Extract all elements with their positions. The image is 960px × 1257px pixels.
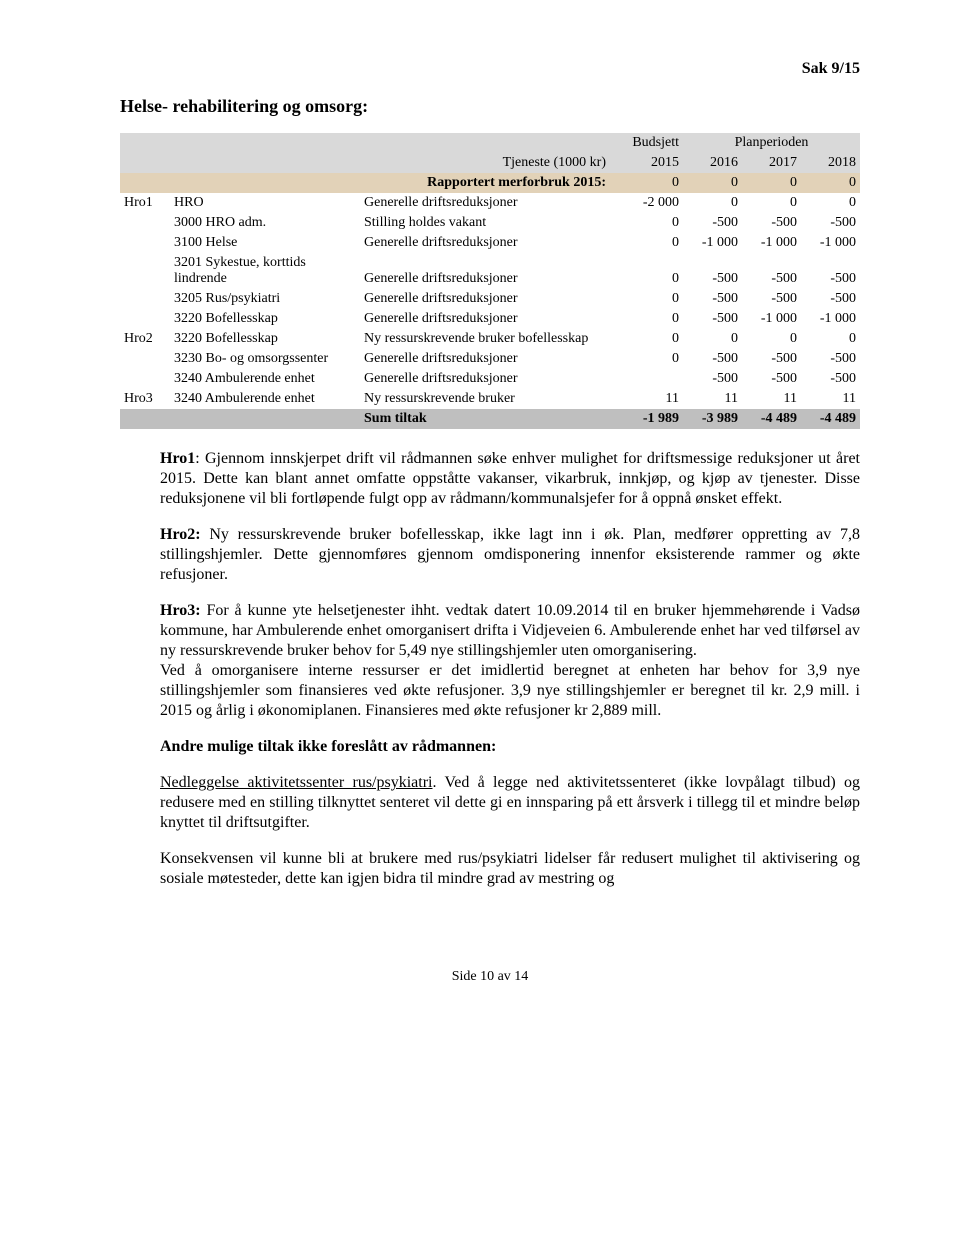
- table-cell: Hro1: [120, 193, 170, 213]
- table-cell: Generelle driftsreduksjoner: [360, 349, 610, 369]
- table-cell: Hro2: [120, 329, 170, 349]
- table-row: 3230 Bo- og omsorgssenterGenerelle drift…: [120, 349, 860, 369]
- table-cell: 0: [610, 349, 683, 369]
- table-cell: -500: [683, 309, 742, 329]
- table-cell: 0: [610, 289, 683, 309]
- sak-number: Sak 9/15: [120, 60, 860, 78]
- table-cell: 3201 Sykestue, korttids lindrende: [170, 253, 360, 289]
- table-cell: 0: [610, 329, 683, 349]
- table-row: 3100 HelseGenerelle driftsreduksjoner0-1…: [120, 233, 860, 253]
- table-cell: 0: [742, 329, 801, 349]
- table-cell: 3220 Bofellesskap: [170, 329, 360, 349]
- table-cell: -500: [683, 213, 742, 233]
- table-cell: -500: [742, 253, 801, 289]
- table-cell: -1 000: [801, 309, 860, 329]
- table-cell: -500: [801, 213, 860, 233]
- table-cell: Ny ressurskrevende bruker bofellesskap: [360, 329, 610, 349]
- table-cell: -500: [742, 349, 801, 369]
- table-cell: -500: [683, 289, 742, 309]
- table-cell: -500: [683, 349, 742, 369]
- table-cell: 0: [742, 193, 801, 213]
- page-footer: Side 10 av 14: [120, 969, 860, 985]
- table-cell: Stilling holdes vakant: [360, 213, 610, 233]
- table-cell: [120, 253, 170, 289]
- table-cell: -500: [801, 253, 860, 289]
- table-cell: 3205 Rus/psykiatri: [170, 289, 360, 309]
- table-cell: [120, 213, 170, 233]
- paragraph-hro2: Hro2: Ny ressurskrevende bruker bofelles…: [160, 525, 860, 585]
- table-cell: [120, 349, 170, 369]
- table-cell: [120, 309, 170, 329]
- paragraph-hro3b: Ved å omorganisere interne ressurser er …: [160, 661, 860, 721]
- table-cell: Generelle driftsreduksjoner: [360, 369, 610, 389]
- table-cell: -500: [742, 289, 801, 309]
- paragraph-andre-title: Andre mulige tiltak ikke foreslått av rå…: [160, 737, 860, 757]
- table-row: 3205 Rus/psykiatriGenerelle driftsreduks…: [120, 289, 860, 309]
- table-row: 3220 BofellesskapGenerelle driftsreduksj…: [120, 309, 860, 329]
- table-cell: 3240 Ambulerende enhet: [170, 389, 360, 409]
- table-cell: [120, 369, 170, 389]
- table-row: 3000 HRO adm.Stilling holdes vakant0-500…: [120, 213, 860, 233]
- table-cell: Generelle driftsreduksjoner: [360, 309, 610, 329]
- table-cell: 0: [610, 213, 683, 233]
- paragraph-hro3a: Hro3: For å kunne yte helsetjenester ihh…: [160, 601, 860, 661]
- table-cell: 3220 Bofellesskap: [170, 309, 360, 329]
- table-cell: -500: [742, 369, 801, 389]
- section-title: Helse- rehabilitering og omsorg:: [120, 96, 860, 117]
- paragraph-nedleggelse: Nedleggelse aktivitetssenter rus/psykiat…: [160, 773, 860, 833]
- table-cell: -2 000: [610, 193, 683, 213]
- table-cell: 0: [801, 329, 860, 349]
- table-cell: Generelle driftsreduksjoner: [360, 253, 610, 289]
- table-cell: -1 000: [801, 233, 860, 253]
- table-cell: Generelle driftsreduksjoner: [360, 233, 610, 253]
- table-row: Hro1HROGenerelle driftsreduksjoner-2 000…: [120, 193, 860, 213]
- table-cell: 0: [683, 193, 742, 213]
- table-cell: 11: [742, 389, 801, 409]
- paragraph-konsekvens: Konsekvensen vil kunne bli at brukere me…: [160, 849, 860, 889]
- table-rapportert-row: Rapportert merforbruk 2015: 0 0 0 0: [120, 173, 860, 193]
- table-cell: Generelle driftsreduksjoner: [360, 289, 610, 309]
- budget-table: Budsjett Planperioden Tjeneste (1000 kr)…: [120, 133, 860, 429]
- table-header: Tjeneste (1000 kr) 2015 2016 2017 2018: [120, 153, 860, 173]
- table-cell: 0: [610, 309, 683, 329]
- table-cell: Generelle driftsreduksjoner: [360, 193, 610, 213]
- table-cell: -500: [683, 253, 742, 289]
- table-cell: -1 000: [683, 233, 742, 253]
- table-cell: -1 000: [742, 233, 801, 253]
- paragraph-hro1: Hro1: Gjennom innskjerpet drift vil rådm…: [160, 449, 860, 509]
- table-cell: Hro3: [120, 389, 170, 409]
- table-cell: 0: [610, 233, 683, 253]
- table-cell: -500: [742, 213, 801, 233]
- table-cell: [120, 289, 170, 309]
- table-cell: 3230 Bo- og omsorgssenter: [170, 349, 360, 369]
- table-cell: HRO: [170, 193, 360, 213]
- table-cell: 3000 HRO adm.: [170, 213, 360, 233]
- table-cell: -500: [801, 349, 860, 369]
- table-cell: -500: [683, 369, 742, 389]
- table-row: Hro33240 Ambulerende enhetNy ressurskrev…: [120, 389, 860, 409]
- table-cell: 11: [801, 389, 860, 409]
- table-cell: 3240 Ambulerende enhet: [170, 369, 360, 389]
- table-cell: [610, 369, 683, 389]
- table-cell: 0: [683, 329, 742, 349]
- table-cell: -500: [801, 369, 860, 389]
- table-sum-row: Sum tiltak -1 989 -3 989 -4 489 -4 489: [120, 409, 860, 429]
- table-cell: [120, 233, 170, 253]
- table-row: 3201 Sykestue, korttids lindrendeGenerel…: [120, 253, 860, 289]
- table-cell: 0: [610, 253, 683, 289]
- table-cell: Ny ressurskrevende bruker: [360, 389, 610, 409]
- table-row: 3240 Ambulerende enhetGenerelle driftsre…: [120, 369, 860, 389]
- table-cell: 3100 Helse: [170, 233, 360, 253]
- table-cell: -500: [801, 289, 860, 309]
- table-cell: 11: [610, 389, 683, 409]
- table-row: Hro23220 BofellesskapNy ressurskrevende …: [120, 329, 860, 349]
- table-cell: 0: [801, 193, 860, 213]
- table-cell: 11: [683, 389, 742, 409]
- table-cell: -1 000: [742, 309, 801, 329]
- table-header-top: Budsjett Planperioden: [120, 133, 860, 153]
- page: Sak 9/15 Helse- rehabilitering og omsorg…: [0, 0, 960, 1025]
